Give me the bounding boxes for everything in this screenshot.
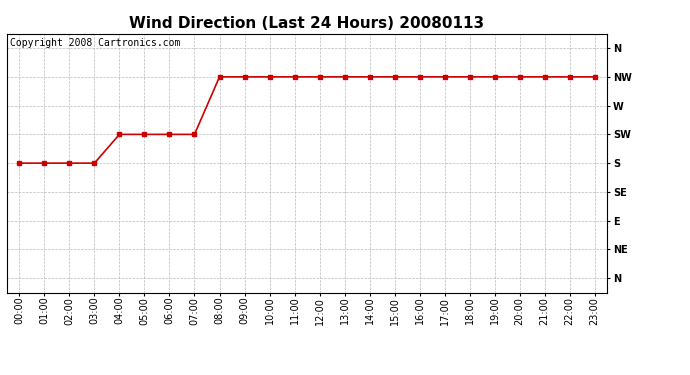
Title: Wind Direction (Last 24 Hours) 20080113: Wind Direction (Last 24 Hours) 20080113	[130, 16, 484, 31]
Text: Copyright 2008 Cartronics.com: Copyright 2008 Cartronics.com	[10, 38, 180, 48]
